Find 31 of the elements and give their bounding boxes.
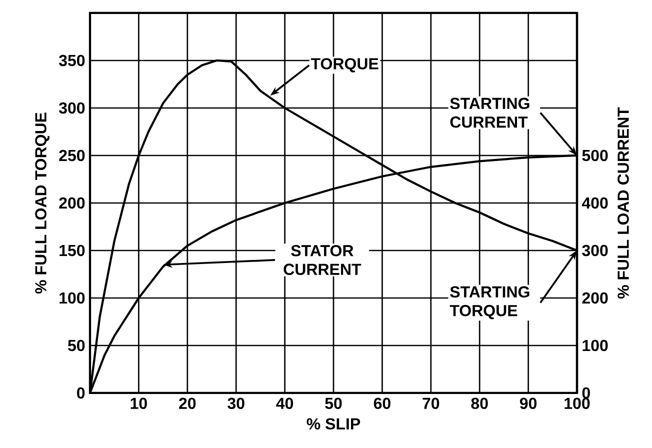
y2-tick-label: 300 bbox=[582, 244, 608, 256]
y-tick-label: 150 bbox=[60, 244, 85, 256]
y2-tick-label: 400 bbox=[582, 197, 608, 209]
y2-axis-title: % FULL LOAD CURRENT bbox=[618, 107, 629, 299]
x-tick-label: 70 bbox=[422, 398, 440, 410]
y-tick-label: 50 bbox=[68, 340, 85, 352]
x-tick-label: 40 bbox=[276, 398, 294, 410]
x-tick-label: 100 bbox=[564, 398, 590, 410]
y-tick-label: 0 bbox=[77, 387, 85, 399]
y-tick-label: 100 bbox=[60, 292, 85, 304]
y-tick-label: 300 bbox=[58, 102, 85, 114]
x-tick-label: 20 bbox=[179, 398, 196, 410]
y-tick-label: 200 bbox=[59, 197, 85, 209]
text: STATOR CURRENT bbox=[284, 244, 362, 275]
y2-tick-label: 500 bbox=[582, 150, 608, 162]
annotation: STARTING TORQUE bbox=[450, 286, 530, 320]
y-axis-title: % FULL LOAD TORQUE bbox=[35, 112, 50, 294]
text: TORQUE bbox=[310, 58, 378, 72]
x-tick-label: 30 bbox=[228, 398, 244, 410]
x-tick-label: 10 bbox=[130, 398, 147, 410]
y-tick-label: 350 bbox=[58, 54, 85, 66]
x-tick-label: 90 bbox=[520, 398, 537, 410]
y2-tick-label: 100 bbox=[582, 340, 608, 352]
x-tick-label: 80 bbox=[471, 398, 488, 410]
x-tick-label: 60 bbox=[374, 398, 390, 410]
y2-tick-label: 0 bbox=[582, 387, 590, 399]
y2-tick-label: 200 bbox=[582, 292, 608, 304]
y-tick-label: 250 bbox=[59, 150, 85, 162]
x-axis-title: % SLIP bbox=[306, 418, 360, 430]
x-tick-label: 50 bbox=[325, 398, 342, 410]
annotation: STARTING CURRENT bbox=[450, 98, 530, 128]
